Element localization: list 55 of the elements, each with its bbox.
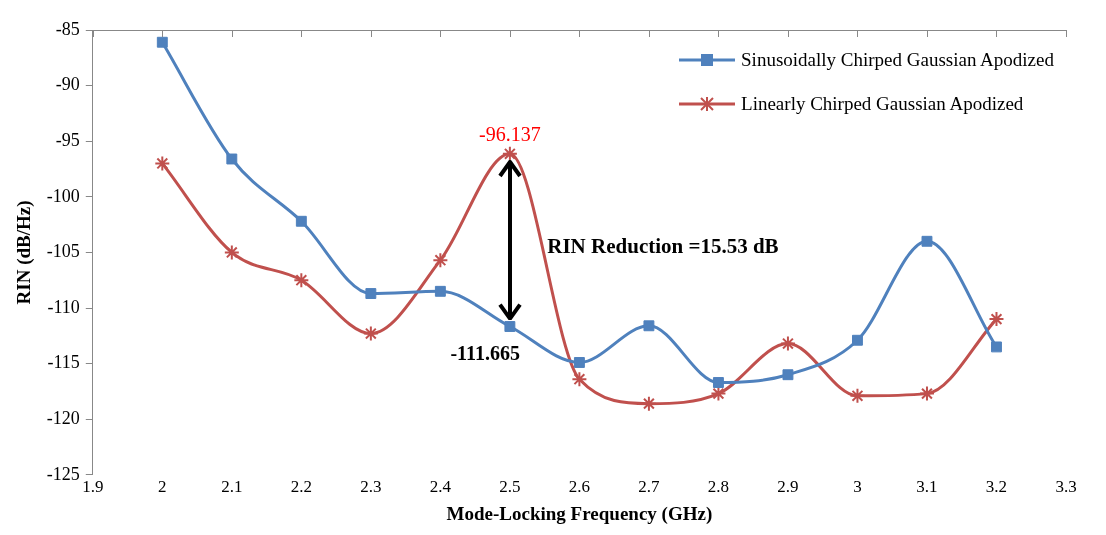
x-tick-label: 2.9 (777, 477, 799, 497)
x-tick-label: 3.3 (1055, 477, 1077, 497)
y-tick-label: -115 (47, 352, 80, 373)
y-tick-label: -105 (46, 241, 80, 262)
point (223, 244, 240, 261)
point (156, 36, 168, 48)
legend-label: Linearly Chirped Gaussian Apodized (741, 92, 1024, 116)
annotation: RIN Reduction =15.53 dB (547, 234, 779, 259)
y-tick-label: -120 (46, 407, 80, 428)
y-tick-label: -100 (46, 185, 80, 206)
y-tick-label: -95 (55, 129, 80, 150)
point (504, 321, 516, 332)
point (573, 357, 585, 368)
x-tick-label: 3.1 (916, 477, 938, 497)
x-tick-label: 3 (853, 477, 862, 497)
x-tick-label: 3.2 (985, 477, 1008, 497)
y-tick-label: -125 (46, 463, 80, 484)
point (362, 325, 379, 342)
point (782, 369, 794, 381)
point (226, 153, 238, 165)
point (921, 235, 933, 247)
x-tick-label: 2.6 (568, 477, 591, 497)
x-tick-label: 2.3 (360, 477, 382, 497)
point (849, 387, 866, 404)
point (501, 145, 518, 162)
point (852, 334, 863, 346)
y-axis-title: RIN (dB/Hz) (13, 200, 36, 305)
annotation: -96.137 (479, 123, 541, 146)
x-tick-label: 1.9 (82, 477, 104, 497)
point (991, 341, 1002, 353)
point (571, 371, 588, 388)
x-tick-label: 2 (158, 477, 167, 497)
point (154, 155, 171, 172)
point (432, 252, 449, 269)
point (918, 385, 935, 402)
y-tick-label: -85 (55, 18, 80, 39)
point (643, 320, 655, 332)
y-tick-label: -90 (55, 74, 80, 95)
point (712, 377, 724, 388)
x-tick-label: 2.1 (221, 477, 243, 497)
y-tick-label: -110 (47, 296, 80, 317)
point (988, 311, 1005, 328)
x-tick-label: 2.5 (499, 477, 521, 497)
x-tick-label: 2.8 (707, 477, 730, 497)
point (779, 335, 796, 352)
annotation: -111.665 (450, 341, 520, 364)
x-tick-label: 2.4 (429, 477, 452, 497)
point (434, 285, 446, 297)
point (293, 272, 310, 289)
point (295, 215, 307, 227)
x-tick-label: 2.2 (290, 477, 312, 497)
point (365, 288, 377, 299)
x-tick-label: 2.7 (638, 477, 661, 497)
legend-label: Sinusoidally Chirped Gaussian Apodized (741, 48, 1054, 72)
x-axis-title: Mode-Locking Frequency (GHz) (446, 502, 713, 525)
